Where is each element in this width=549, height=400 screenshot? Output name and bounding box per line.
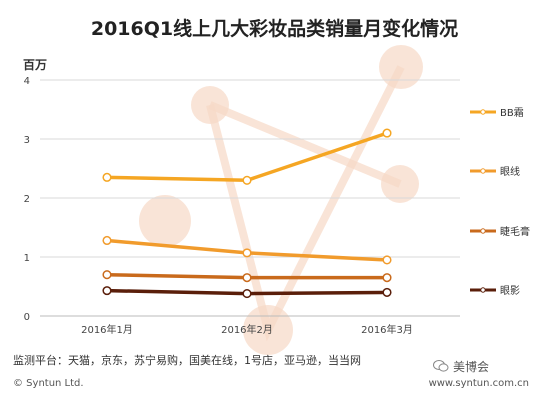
copyright-text: © Syntun Ltd. <box>13 378 84 389</box>
y-tick-label: 3 <box>24 135 30 146</box>
data-point <box>102 235 112 246</box>
data-point <box>242 175 252 185</box>
website-url: www.syntun.com.cn <box>428 378 529 389</box>
y-tick-label: 0 <box>24 312 30 323</box>
legend-label: BB霜 <box>500 107 524 119</box>
data-source-note: 监测平台：天猫，京东，苏宁易购，国美在线，1号店，亚马逊，当当网 <box>13 354 361 367</box>
data-point <box>102 270 112 280</box>
series-lines <box>102 128 392 299</box>
data-point <box>242 289 252 299</box>
data-point <box>102 172 112 182</box>
y-tick-label: 4 <box>24 76 30 87</box>
legend-marker <box>480 168 486 174</box>
data-point <box>242 248 252 258</box>
watermark-line <box>208 101 402 188</box>
x-tick-label: 2016年3月 <box>361 323 413 336</box>
data-point <box>242 273 252 283</box>
data-point <box>382 128 392 138</box>
data-point <box>382 273 392 283</box>
y-axis-unit: 百万 <box>23 58 48 72</box>
wechat-account: 美博会 <box>433 358 489 375</box>
legend-marker <box>480 287 486 293</box>
watermark-decoration <box>139 45 423 355</box>
legend-marker <box>480 109 486 115</box>
y-tick-labels: 0 1 2 3 4 <box>24 76 30 323</box>
data-point <box>102 286 112 296</box>
legend-marker <box>480 228 486 234</box>
x-tick-labels: 2016年1月 2016年2月 2016年3月 <box>81 323 413 336</box>
legend-label: 眼影 <box>500 285 520 297</box>
data-point <box>382 255 392 265</box>
watermark-circle <box>139 195 191 247</box>
legend-label: 睫毛膏 <box>500 225 530 238</box>
x-tick-label: 2016年2月 <box>221 323 273 336</box>
x-tick-label: 2016年1月 <box>81 323 133 336</box>
data-point <box>382 287 392 297</box>
wechat-icon <box>433 360 449 372</box>
y-tick-label: 1 <box>24 253 30 264</box>
legend-label: 眼线 <box>500 165 520 178</box>
chart-title: 2016Q1线上几大彩妆品类销量月变化情况 <box>90 18 459 40</box>
wechat-name: 美博会 <box>453 360 490 374</box>
y-tick-label: 2 <box>24 194 30 205</box>
